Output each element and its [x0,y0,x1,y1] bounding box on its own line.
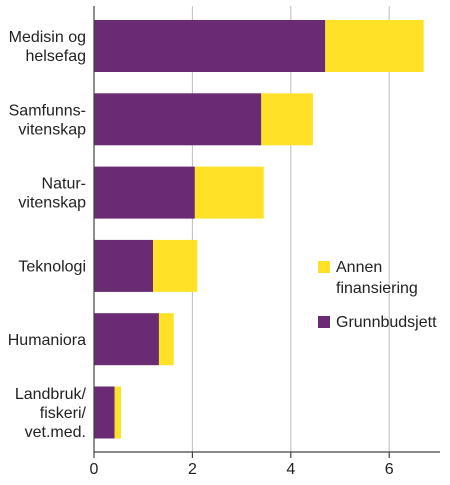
x-tick-label-2: 2 [188,461,197,478]
bars [94,20,424,439]
bar-grunnbudsjett-0 [94,20,326,72]
category-label-0: Medisin og helsefag [9,29,86,65]
category-labels: Medisin og helsefag Samfunns-vitenskap Natu… [8,29,87,441]
x-tick-label-6: 6 [385,461,394,478]
bar-grunnbudsjett-1 [94,93,262,146]
bar-annen-finansiering-5 [114,386,122,439]
category-label-2: Natur-vitenskap [18,176,86,212]
legend-label-annen-finansiering: Annen finansiering [336,259,418,297]
category-label-5: Landbruk/fiskeri/vet.med. [15,386,87,441]
category-label-1: Samfunns-vitenskap [9,102,86,138]
bar-grunnbudsjett-2 [94,166,195,219]
bar-annen-finansiering-0 [325,20,424,72]
bar-annen-finansiering-4 [158,313,174,366]
category-label-3: Teknologi [18,259,86,276]
bar-grunnbudsjett-5 [94,386,115,439]
category-label-4: Humaniora [8,332,86,349]
bar-annen-finansiering-2 [194,166,264,219]
bar-grunnbudsjett-4 [94,313,159,366]
legend: Annen finansiering Grunnbudsjett [318,259,437,331]
bar-annen-finansiering-3 [153,239,198,292]
bar-grunnbudsjett-3 [94,239,154,292]
legend-swatch-grunnbudsjett [318,316,330,328]
legend-label-grunnbudsjett: Grunnbudsjett [336,314,437,331]
legend-swatch-annen-finansiering [318,261,330,273]
x-tick-label-0: 0 [90,461,99,478]
x-tick-label-4: 4 [286,461,295,478]
axes: 0 2 4 6 [90,6,440,478]
grid [191,6,390,452]
bar-annen-finansiering-1 [261,93,313,146]
